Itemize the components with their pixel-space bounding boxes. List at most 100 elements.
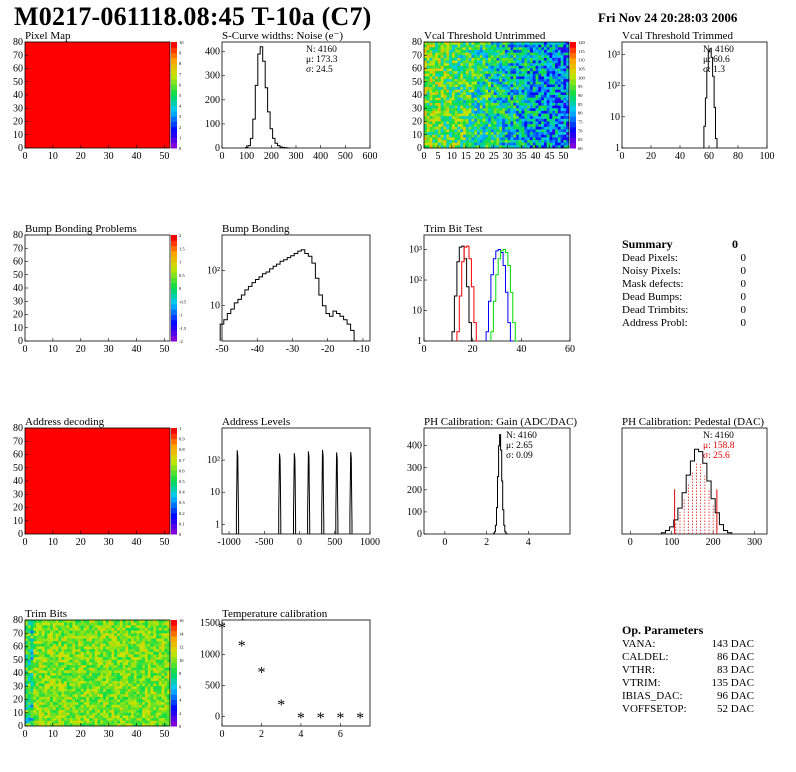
heatmap-cell <box>130 710 135 714</box>
x-tick-label: 300 <box>747 537 762 548</box>
heatmap-cell <box>150 649 154 653</box>
heatmap-cell <box>97 704 101 708</box>
heatmap-cell <box>493 140 497 144</box>
heatmap-cell <box>77 683 82 687</box>
heatmap-cell <box>108 699 112 703</box>
heatmap-cell <box>55 638 59 642</box>
plot-frame <box>621 41 768 149</box>
heatmap-cell <box>552 132 556 136</box>
heatmap-cell <box>516 55 520 59</box>
heatmap-cell <box>147 710 151 714</box>
heatmap-cell <box>139 665 143 669</box>
heatmap-cell <box>36 657 40 661</box>
heatmap-cell <box>457 108 461 112</box>
heatmap-cell <box>128 657 132 661</box>
heatmap-cell <box>164 712 168 716</box>
heatmap-cell <box>111 643 115 647</box>
heatmap-cell <box>493 57 497 61</box>
heatmap-cell <box>493 142 497 146</box>
heatmap-cell <box>156 675 160 679</box>
heatmap-cell <box>38 720 43 724</box>
z-tick-label: 4 <box>179 698 182 703</box>
heatmap-cell <box>527 42 531 46</box>
heatmap-cell <box>111 694 115 698</box>
heatmap-cell <box>482 124 486 128</box>
heatmap-cell <box>33 723 37 727</box>
heatmap-cell <box>557 100 562 104</box>
heatmap-cell <box>50 723 54 727</box>
heatmap-cell <box>541 110 545 114</box>
heatmap-cell <box>443 118 447 122</box>
heatmap-cell <box>437 63 442 67</box>
heatmap-cell <box>38 654 43 658</box>
heatmap-cell <box>541 142 545 146</box>
heatmap-cell <box>38 673 43 677</box>
heatmap-cell <box>463 105 467 109</box>
heatmap-cell <box>535 55 539 59</box>
heatmap-cell <box>72 688 76 692</box>
heatmap-cell <box>529 132 534 136</box>
heatmap-cell <box>94 673 98 677</box>
heatmap-cell <box>437 137 442 141</box>
heatmap-cell <box>513 76 517 80</box>
heatmap-cell <box>75 649 79 653</box>
heatmap-cell <box>555 57 559 61</box>
heatmap-cell <box>560 100 564 104</box>
heatmap-cell <box>513 105 517 109</box>
heatmap-cell <box>532 92 536 96</box>
heatmap-cell <box>133 630 137 634</box>
heatmap-cell <box>541 63 545 67</box>
heatmap-cell <box>560 97 564 101</box>
heatmap-cell <box>557 105 562 109</box>
heatmap-cell <box>44 720 48 724</box>
heatmap-cell <box>58 694 62 698</box>
heatmap-cell <box>167 620 171 624</box>
y-tick-label: 60 <box>13 64 23 75</box>
heatmap-cell <box>474 118 478 122</box>
heatmap-cell <box>50 696 54 700</box>
heatmap-cell <box>100 643 104 647</box>
heatmap-cell <box>122 670 126 674</box>
heatmap-cell <box>130 678 135 682</box>
heatmap-cell <box>33 627 37 631</box>
heatmap-cell <box>105 654 110 658</box>
heatmap-cell <box>64 694 68 698</box>
heatmap-cell <box>518 140 522 144</box>
heatmap-cell <box>41 712 45 716</box>
heatmap-cell <box>471 76 475 80</box>
z-tick-label: 0.5 <box>179 273 185 278</box>
heatmap-cell <box>158 638 163 642</box>
heatmap-cell <box>443 44 447 48</box>
heatmap-cell <box>72 680 76 684</box>
heatmap-cell <box>504 49 509 53</box>
y-tick-label: 200 <box>205 95 220 106</box>
heatmap-cell <box>532 42 536 46</box>
z-palette-bin <box>171 105 177 112</box>
heatmap-cell <box>136 638 140 642</box>
heatmap-cell <box>429 102 433 106</box>
heatmap-cell <box>64 715 68 719</box>
heatmap-cell <box>449 47 453 51</box>
heatmap-cell <box>527 140 531 144</box>
heatmap-cell <box>69 715 73 719</box>
heatmap-cell <box>161 635 165 639</box>
heatmap-cell <box>64 649 68 653</box>
heatmap-cell <box>133 673 137 677</box>
heatmap-cell <box>560 57 564 61</box>
series-line <box>485 249 513 342</box>
heatmap-cell <box>546 121 550 125</box>
heatmap-cell <box>549 57 553 61</box>
heatmap-cell <box>443 92 447 96</box>
heatmap-cell <box>518 63 522 67</box>
heatmap-cell <box>429 137 433 141</box>
heatmap-cell <box>150 625 154 629</box>
heatmap-cell <box>479 89 483 93</box>
heatmap-cell <box>485 118 489 122</box>
z-tick-label: 1 <box>179 135 181 140</box>
heatmap-cell <box>496 68 500 72</box>
heatmap-cell <box>443 129 447 133</box>
heatmap-cell <box>80 667 84 671</box>
heatmap-cell <box>555 71 559 75</box>
heatmap-cell <box>460 116 464 120</box>
heatmap-cell <box>524 68 528 72</box>
